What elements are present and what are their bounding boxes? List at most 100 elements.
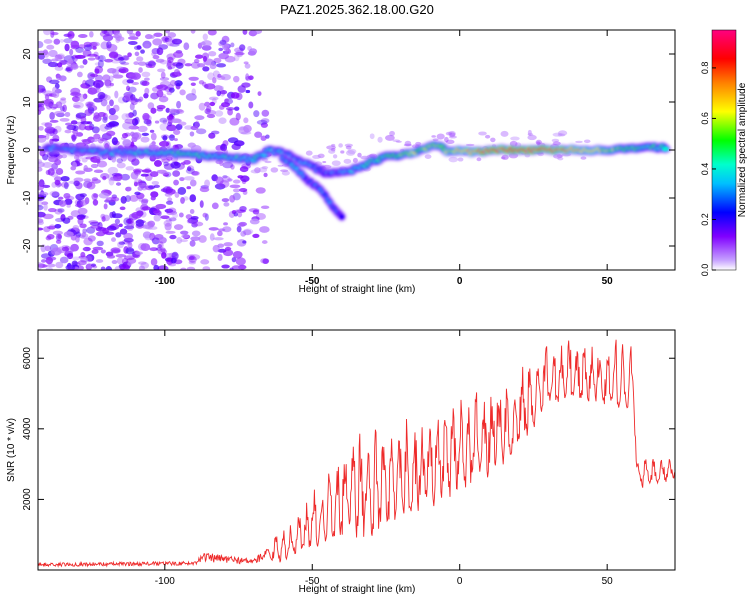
heatmap-noise-cell (49, 119, 59, 123)
heatmap-noise-cell (178, 212, 184, 218)
heatmap-noise-cell (189, 131, 195, 137)
heatmap-noise-cell (188, 255, 195, 260)
heatmap-noise-cell (95, 259, 104, 263)
heatmap-noise-cell (59, 117, 70, 122)
heatmap-noise-cell (82, 93, 88, 100)
heatmap-noise-cell (189, 254, 201, 260)
heatmap-noise-cell (174, 191, 180, 198)
heatmap-noise-cell (256, 119, 268, 125)
heatmap-noise-cell (116, 158, 123, 164)
heatmap-noise-cell (580, 156, 587, 160)
snr-x-label: Height of straight line (km) (299, 584, 416, 595)
heatmap-noise-cell (105, 197, 117, 203)
heatmap-noise-cell (260, 122, 268, 128)
snr-y-tick-label: 6000 (22, 347, 33, 370)
snr-x-tick-label: 50 (602, 576, 614, 587)
heatmap-noise-cell (151, 180, 160, 185)
heatmap-noise-cell (557, 130, 568, 136)
heatmap-noise-cell (118, 223, 123, 228)
heatmap-noise-cell (164, 252, 173, 258)
heatmap-noise-cell (322, 161, 327, 164)
heatmap-noise-cell (243, 117, 249, 124)
spectrogram-y-axis: -20 -10 0 10 20 (22, 48, 675, 253)
heatmap-noise-cell (66, 203, 71, 208)
heatmap-noise-cell (237, 211, 243, 218)
heatmap-noise-cell (189, 194, 197, 203)
heatmap-noise-cell (81, 231, 87, 238)
heatmap-noise-cell (107, 166, 119, 175)
heatmap-noise-cell (445, 131, 453, 136)
heatmap-noise-cell (77, 124, 82, 130)
heatmap-noise-cell (50, 32, 59, 36)
heatmap-noise-cell (125, 166, 134, 171)
heatmap-noise-cell (122, 121, 133, 130)
heatmap-noise-cell (190, 215, 199, 220)
heatmap-noise-cell (147, 102, 155, 110)
heatmap-noise-cell (204, 179, 210, 188)
heatmap-noise-cell (109, 211, 114, 219)
heatmap-noise-cell (213, 85, 223, 92)
heatmap-noise-cell (167, 263, 177, 267)
heatmap-noise-cell (97, 137, 104, 144)
heatmap-noise-cell (347, 148, 357, 154)
heatmap-noise-cell (58, 200, 67, 207)
heatmap-noise-cell (144, 234, 153, 241)
heatmap-noise-cell (164, 86, 172, 92)
spectrogram-x-axis: -100 -50 0 50 (155, 30, 613, 287)
heatmap-noise-cell (213, 57, 222, 64)
heatmap-noise-cell (190, 30, 196, 34)
heatmap-noise-cell (218, 52, 229, 60)
heatmap-noise-cell (448, 135, 457, 139)
heatmap-noise-cell (431, 135, 436, 138)
heatmap-noise-cell (191, 222, 198, 228)
heatmap-noise-cell (165, 107, 170, 113)
heatmap-noise-cell (122, 139, 132, 147)
heatmap-noise-cell (79, 193, 87, 198)
heatmap-noise-cell (191, 230, 201, 237)
heatmap-noise-cell (149, 35, 155, 39)
heatmap-noise-cell (53, 111, 65, 116)
heatmap-noise-cell (211, 202, 219, 210)
heatmap-noise-cell (90, 163, 99, 169)
heatmap-noise-cell (150, 196, 156, 201)
heatmap-noise-cell (194, 115, 205, 121)
heatmap-noise-cell (80, 251, 86, 258)
heatmap-noise-cell (52, 128, 58, 135)
heatmap-noise-cell (328, 149, 336, 154)
heatmap-noise-cell (63, 182, 69, 190)
snr-frame (37, 329, 676, 571)
heatmap-noise-cell (161, 251, 167, 259)
heatmap-noise-cell (140, 243, 151, 252)
heatmap-noise-cell (186, 166, 192, 172)
heatmap-noise-cell (117, 96, 127, 104)
heatmap-noise-cell (140, 183, 148, 191)
heatmap-noise-cell (153, 214, 161, 222)
heatmap-noise-cell (448, 130, 456, 137)
heatmap-noise-cell (259, 226, 270, 233)
heatmap-noise-cell (137, 125, 148, 133)
heatmap-noise-cell (404, 140, 412, 147)
heatmap-noise-cell (153, 264, 160, 270)
heatmap-noise-cell (92, 199, 99, 206)
heatmap-noise-cell (556, 154, 564, 158)
heatmap-noise-cell (64, 111, 71, 117)
heatmap-noise-cell (65, 264, 76, 270)
heatmap-noise-cell (115, 232, 122, 238)
heatmap-noise-cell (107, 173, 114, 182)
heatmap-noise-cell (38, 200, 43, 207)
heatmap-noise-cell (395, 140, 402, 143)
figure-title: PAZ1.2025.362.18.00.G20 (280, 2, 434, 17)
heatmap-noise-cell (126, 223, 135, 231)
heatmap-noise-cell (239, 188, 248, 193)
heatmap-noise-cell (82, 246, 91, 252)
heatmap-noise-cell (109, 99, 114, 107)
heatmap-noise-cell (38, 50, 46, 54)
heatmap-noise-cell (164, 208, 174, 213)
heatmap-noise-cell (238, 126, 250, 135)
spectrogram-y-label: Frequency (Hz) (6, 116, 17, 185)
heatmap-noise-cell (121, 55, 129, 61)
heatmap-noise-cell (173, 129, 181, 136)
heatmap-noise-cell (244, 63, 251, 69)
heatmap-noise-cell (114, 32, 122, 41)
heatmap-noise-cell (535, 139, 542, 145)
